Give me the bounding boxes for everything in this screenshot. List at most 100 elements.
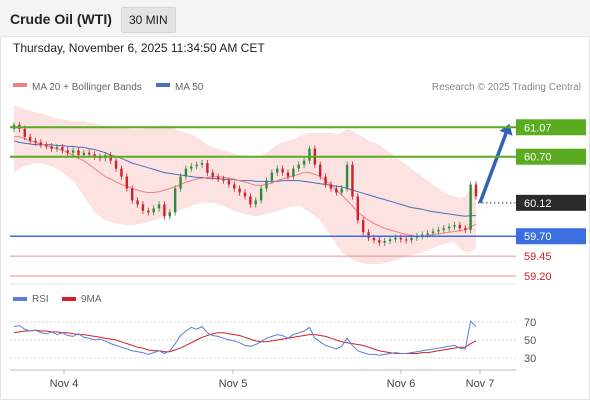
candle-body bbox=[141, 204, 145, 211]
candle-body bbox=[93, 154, 96, 157]
candle-body bbox=[351, 164, 354, 197]
x-tick-label: Nov 7 bbox=[466, 378, 495, 390]
candle-body bbox=[39, 142, 43, 145]
candle-body bbox=[394, 237, 397, 240]
candle-body bbox=[421, 234, 424, 237]
candle-body bbox=[195, 164, 198, 167]
candle-body bbox=[152, 208, 155, 213]
candle-body bbox=[61, 147, 64, 151]
rsi-ma-line bbox=[13, 329, 477, 354]
header-bar: Crude Oil (WTI) 30 MIN bbox=[0, 0, 590, 37]
candle-body bbox=[77, 150, 80, 156]
candle-body bbox=[308, 148, 311, 161]
candle-body bbox=[211, 172, 214, 177]
level-label: 60.12 bbox=[524, 198, 552, 210]
candle-body bbox=[184, 168, 188, 177]
candle-body bbox=[361, 220, 365, 233]
candle-body bbox=[276, 168, 279, 173]
bollinger-band bbox=[14, 105, 476, 265]
candle-body bbox=[88, 152, 91, 155]
rsi-legend-swatch bbox=[13, 297, 27, 301]
candle-body bbox=[23, 128, 26, 137]
level-label: 59.20 bbox=[524, 271, 552, 283]
ma50-legend-swatch bbox=[156, 83, 170, 87]
candle-body bbox=[292, 168, 295, 177]
candle-body bbox=[340, 188, 343, 193]
candle-body bbox=[281, 168, 284, 173]
candle-body bbox=[163, 204, 166, 217]
candle-body bbox=[173, 188, 177, 213]
candle-body bbox=[179, 176, 182, 189]
candle-body bbox=[190, 166, 193, 169]
candle-body bbox=[319, 164, 322, 177]
ma50-legend-label: MA 50 bbox=[175, 82, 204, 93]
candle-body bbox=[372, 237, 376, 241]
candle-body bbox=[109, 155, 112, 161]
rsi-tick-label: 50 bbox=[524, 335, 536, 347]
candle-body bbox=[410, 237, 413, 241]
candle-body bbox=[130, 188, 134, 201]
timeframe-button[interactable]: 30 MIN bbox=[121, 7, 176, 33]
ma20-legend-swatch bbox=[13, 83, 27, 87]
ma50-line bbox=[13, 140, 476, 217]
candle-body bbox=[431, 231, 435, 234]
candle-body bbox=[243, 192, 247, 197]
candle-body bbox=[227, 180, 231, 185]
candle-body bbox=[302, 160, 306, 165]
candle-body bbox=[324, 176, 327, 185]
level-label-box bbox=[516, 228, 586, 245]
candle-body bbox=[233, 184, 236, 189]
level-lines: 61.07 60.70 60.12 59.70 59.45 59.20 bbox=[10, 119, 586, 283]
candle-body bbox=[329, 184, 333, 189]
rsi-tick-label: 30 bbox=[524, 353, 536, 365]
candle-body bbox=[249, 196, 252, 205]
rsi-ma-legend-label: 9MA bbox=[81, 294, 102, 305]
rsi-ma-legend-swatch bbox=[62, 297, 76, 301]
candle-body bbox=[147, 210, 150, 213]
candle-body bbox=[206, 163, 209, 173]
level-label-box bbox=[516, 194, 586, 211]
candle-body bbox=[55, 147, 59, 149]
candle-body bbox=[45, 144, 48, 147]
candle-body bbox=[447, 226, 451, 229]
candle-body bbox=[125, 176, 129, 189]
candle-body bbox=[259, 188, 263, 201]
candle-body bbox=[66, 150, 69, 153]
rsi-plot: 70 50 30 bbox=[10, 317, 536, 365]
rsi-tick-label: 70 bbox=[524, 317, 536, 329]
level-label: 59.70 bbox=[524, 231, 552, 243]
x-tick-label: Nov 6 bbox=[387, 378, 416, 390]
candle-body bbox=[82, 152, 86, 156]
rsi-line bbox=[13, 320, 477, 356]
candle-body bbox=[469, 184, 472, 230]
candle-body bbox=[383, 241, 386, 243]
instrument-title: Crude Oil (WTI) bbox=[10, 11, 112, 27]
candle-body bbox=[222, 178, 225, 181]
level-label-box bbox=[516, 148, 586, 165]
candle-body bbox=[335, 188, 338, 193]
candle-body bbox=[136, 200, 139, 205]
candle-body bbox=[442, 228, 445, 230]
candle-body bbox=[437, 229, 440, 232]
level-label: 60.70 bbox=[524, 152, 552, 164]
candle-body bbox=[28, 136, 32, 141]
level-label: 59.45 bbox=[524, 251, 552, 263]
candle-body bbox=[426, 233, 429, 235]
candle-body bbox=[270, 172, 274, 181]
candle-body bbox=[474, 184, 478, 197]
candle-body bbox=[168, 212, 171, 217]
candle-body bbox=[297, 164, 300, 169]
rsi-legend-label: RSI bbox=[32, 294, 49, 305]
candle-body bbox=[216, 176, 220, 179]
level-label-box bbox=[516, 119, 586, 136]
candle-body bbox=[345, 164, 349, 189]
candle-body bbox=[120, 168, 123, 177]
candle-body bbox=[399, 237, 402, 240]
candle-body bbox=[458, 225, 462, 229]
candle-body bbox=[356, 196, 360, 221]
candle-body bbox=[404, 239, 408, 241]
candle-body bbox=[388, 239, 392, 242]
x-axis: Nov 4 Nov 5 Nov 6 Nov 7 bbox=[50, 370, 495, 390]
copyright-label: Research © 2025 Trading Central bbox=[432, 82, 581, 93]
